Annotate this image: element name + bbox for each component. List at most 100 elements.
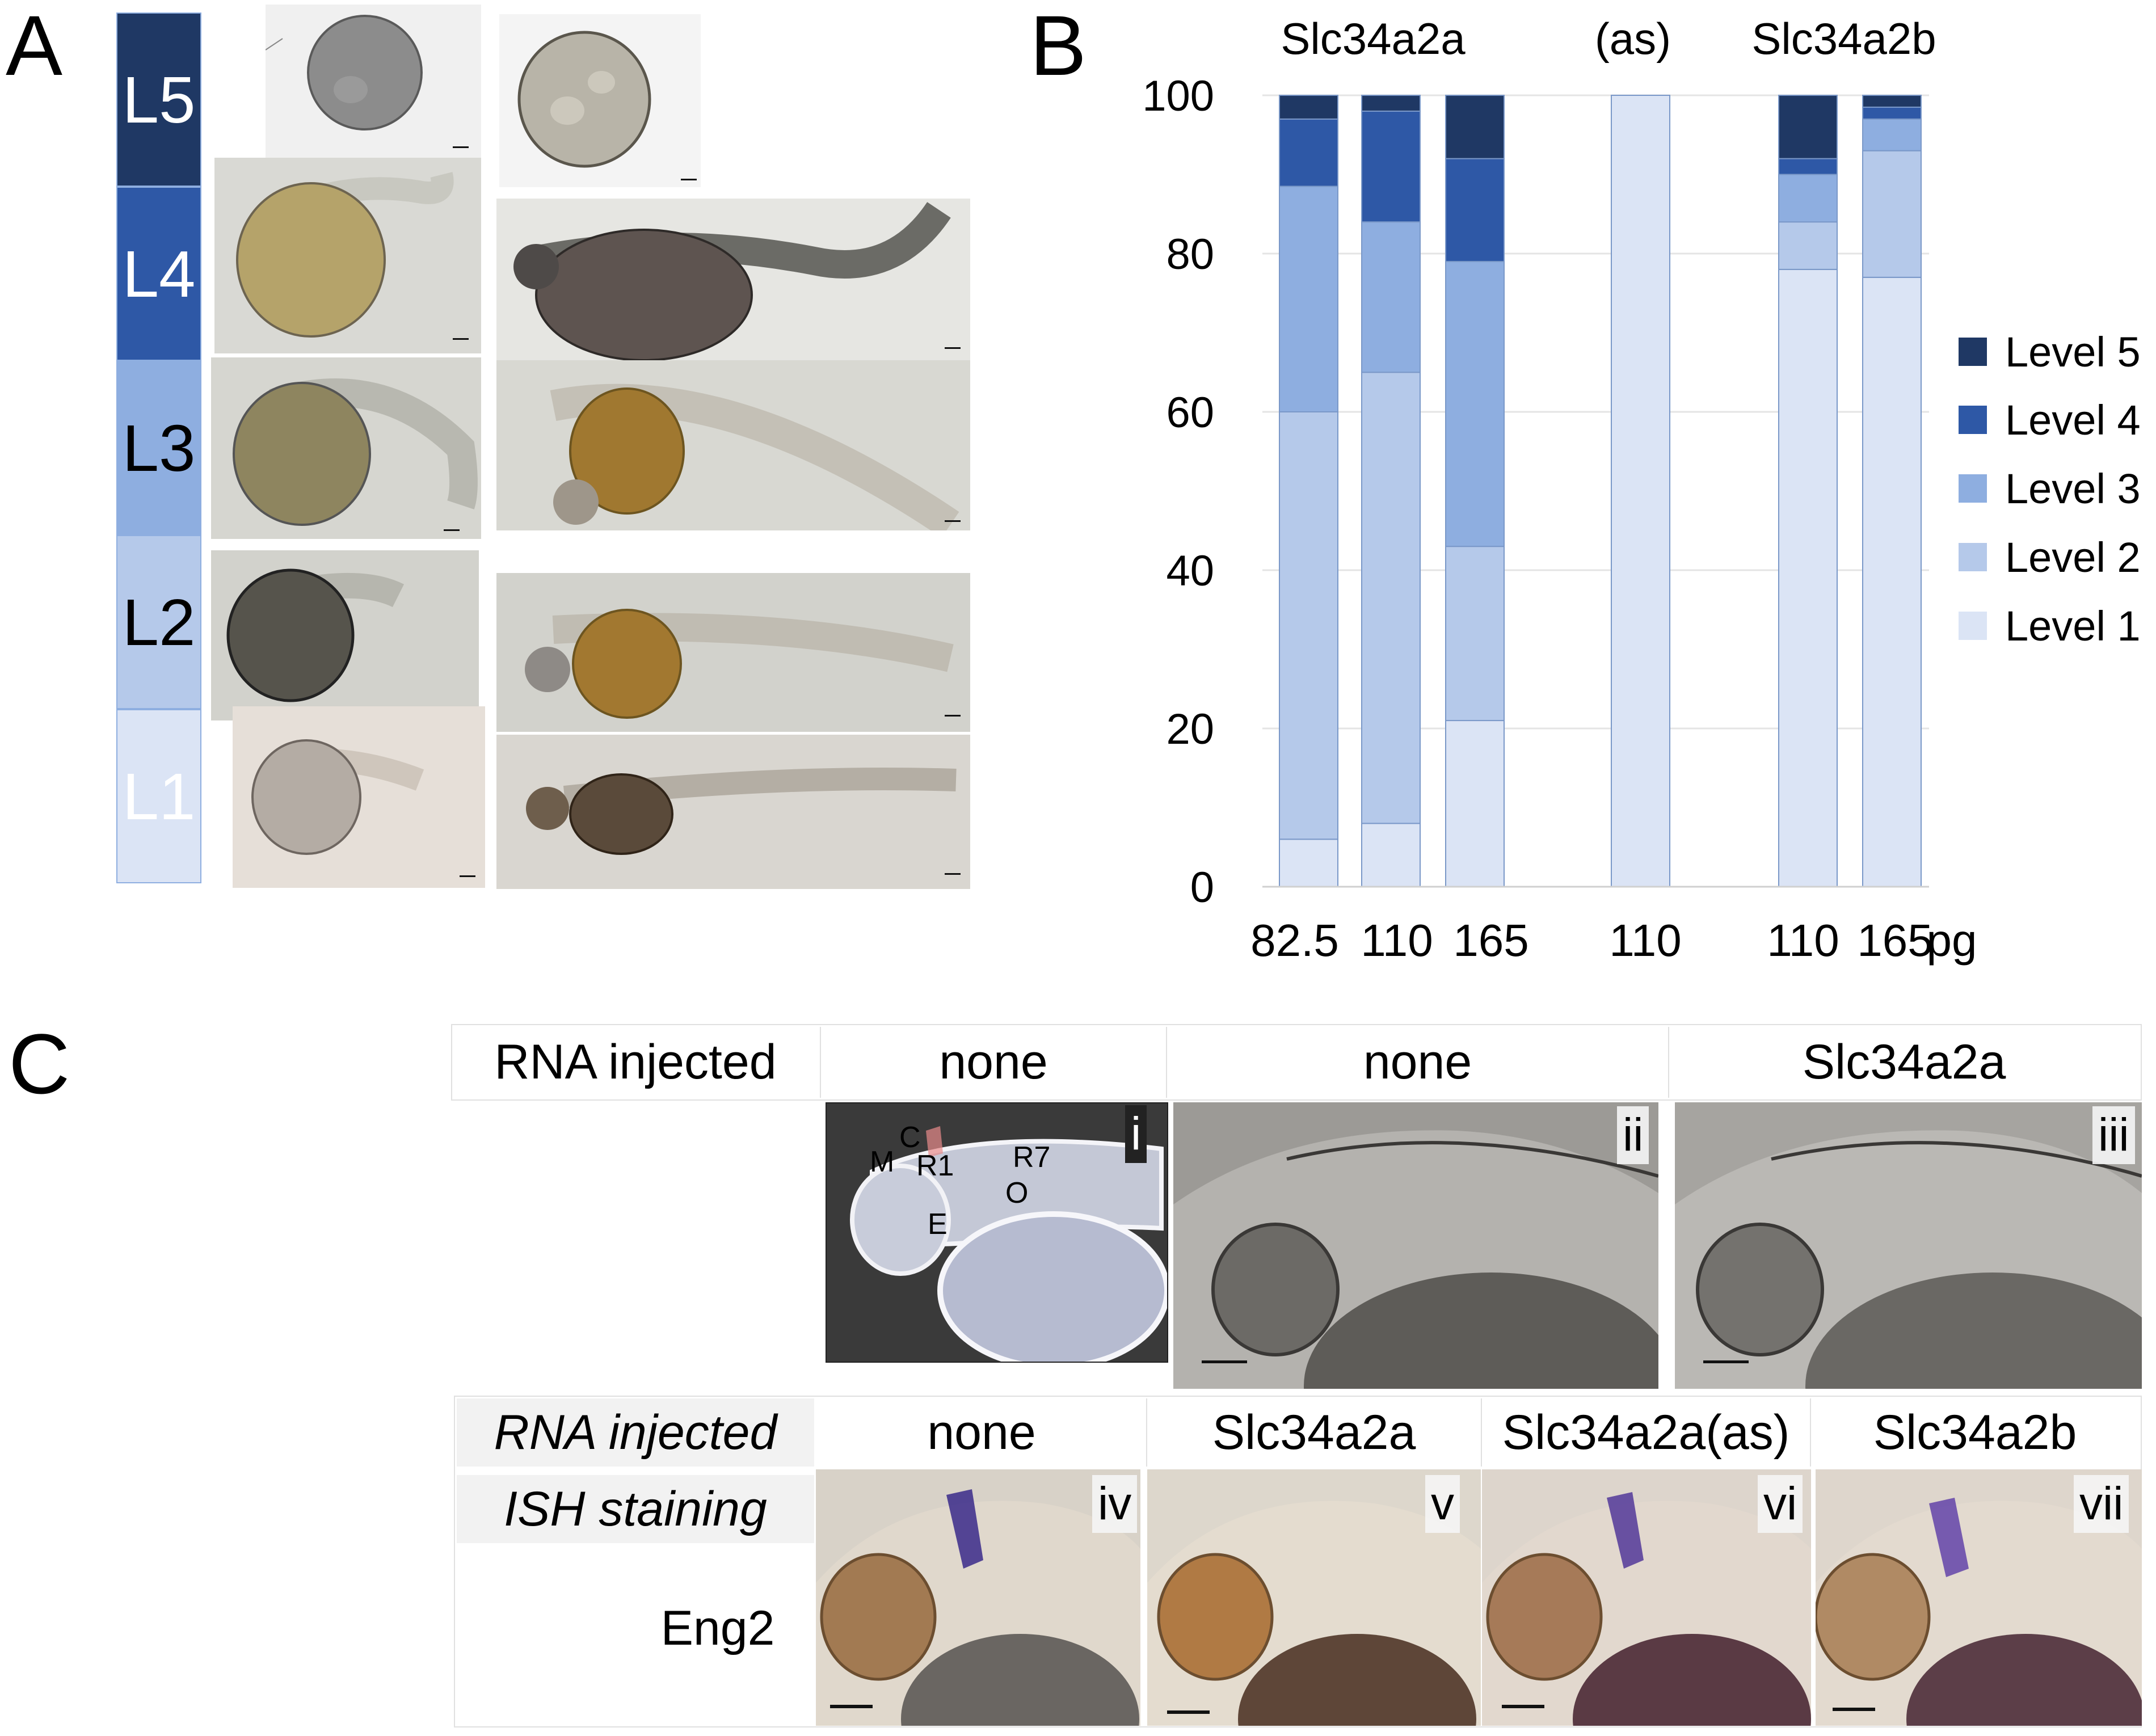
x-tick-label: 82.5 [1250, 915, 1339, 966]
bar-segment [1778, 174, 1838, 223]
y-tick-label: 40 [1166, 547, 1214, 595]
legend-swatch [1959, 406, 1987, 434]
top-col-header-iii: Slc34a2a [1668, 1027, 2139, 1098]
ish-photo-iv [816, 1469, 1140, 1726]
level-box-l1: L1 [116, 709, 201, 883]
chart-bars [1279, 95, 1922, 888]
region-label-c: C [899, 1121, 921, 1154]
level-label-l4: L4 [122, 237, 196, 311]
region-label-m: M [870, 1145, 895, 1178]
ish-photo-vii [1816, 1469, 2142, 1726]
schematic-image-i [826, 1102, 1168, 1363]
panel-b-letter: B [1030, 0, 1087, 93]
panel-c-letter: C [9, 1016, 70, 1111]
level-label-l5: L5 [122, 62, 196, 137]
y-tick-label: 60 [1166, 389, 1214, 437]
level-box-l5: L5 [116, 12, 201, 187]
bar-segment [1611, 95, 1670, 887]
legend-item-level-4: Level 4 [1959, 397, 2141, 444]
legend-label: Level 5 [2005, 328, 2141, 376]
bar-segment [1862, 106, 1922, 120]
level-label-l1: L1 [122, 759, 196, 833]
bar-segment [1862, 150, 1922, 278]
bar-segment [1361, 823, 1421, 888]
embryo-photo-l1-left [233, 706, 485, 888]
group-labels: Slc34a2a (as) Slc34a2b [1281, 14, 1936, 64]
top-col-header-i: none [820, 1027, 1166, 1098]
region-label-r7: R7 [1013, 1141, 1051, 1174]
level-box-l3: L3 [116, 361, 201, 535]
x-tick-label: 110 [1767, 915, 1839, 966]
bar-segment [1778, 158, 1838, 175]
embryo-photo-l4-left [214, 158, 481, 353]
region-label-e: E [928, 1208, 948, 1241]
level-label-l2: L2 [122, 585, 196, 659]
bottom-col-header-v: Slc34a2a [1146, 1398, 1481, 1467]
y-tick-label: 0 [1190, 863, 1214, 912]
y-tick-label: 80 [1166, 230, 1214, 279]
x-unit-label: pg [1927, 915, 1977, 966]
embryo-photo-l3-right [496, 360, 970, 530]
x-tick-label: 110 [1609, 915, 1682, 966]
x-tick-label: 165 [1857, 915, 1932, 966]
roman-label-v: v [1425, 1475, 1460, 1533]
bar-segment [1445, 546, 1505, 722]
embryo-photo-l2-left [211, 550, 479, 720]
bar-segment [1778, 95, 1838, 159]
legend-swatch [1959, 543, 1987, 571]
bar-segment [1361, 95, 1421, 112]
top-row-label: RNA injected [494, 1035, 777, 1089]
panel-a-letter: A [6, 0, 63, 93]
bar-segment [1862, 276, 1922, 888]
level-box-l4: L4 [116, 187, 201, 361]
bar-segment [1862, 118, 1922, 151]
embryo-photo-ii [1173, 1102, 1658, 1389]
group-label: (as) [1595, 14, 1671, 64]
roman-label-iv: iv [1092, 1475, 1138, 1533]
roman-label-vii: vii [2074, 1475, 2129, 1533]
legend-label: Level 3 [2005, 465, 2141, 512]
y-tick-label: 20 [1166, 705, 1214, 753]
x-tick-label: 165 [1453, 915, 1528, 966]
legend-swatch [1959, 338, 1987, 366]
bar-segment [1361, 221, 1421, 373]
level-box-l2: L2 [116, 535, 201, 709]
bottom-col-header-iv: none [927, 1405, 1036, 1460]
roman-label-iii: iii [2092, 1106, 2135, 1164]
roman-label-vi: vi [1758, 1475, 1803, 1533]
bar-segment [1445, 95, 1505, 159]
bar-segment [1279, 186, 1338, 412]
gene-label-eng2: Eng2 [660, 1600, 775, 1655]
roman-label-ii: ii [1617, 1106, 1649, 1164]
embryo-photo-l5-right [499, 14, 701, 187]
top-col-header-ii: none [1166, 1027, 1668, 1098]
bar-segment [1445, 720, 1505, 888]
y-tick-label: 100 [1142, 72, 1214, 120]
legend-label: Level 1 [2005, 602, 2141, 650]
bar-segment [1279, 95, 1338, 120]
embryo-photo-l2-right [496, 573, 970, 732]
legend-item-level-2: Level 2 [1959, 534, 2141, 581]
region-label-r1: R1 [916, 1149, 954, 1182]
group-label: Slc34a2b [1751, 14, 1936, 64]
bar-segment [1279, 118, 1338, 187]
embryo-photo-iii [1675, 1102, 2142, 1389]
embryo-photo-l5-left [266, 5, 481, 158]
legend-item-level-5: Level 5 [1959, 328, 2141, 376]
embryo-photo-l4-right [496, 199, 970, 363]
legend-swatch [1959, 474, 1987, 503]
x-tick-label: 110 [1361, 915, 1433, 966]
bottom-row-label-ish: ISH staining [457, 1475, 814, 1543]
region-label-o: O [1005, 1177, 1029, 1210]
bar-segment [1279, 838, 1338, 888]
embryo-photo-l1-right [496, 735, 970, 889]
bottom-row-label-rna: RNA injected [457, 1398, 814, 1467]
bar-segment [1279, 411, 1338, 840]
bottom-col-header-vii: Slc34a2b [1810, 1398, 2139, 1467]
bar-segment [1361, 110, 1421, 223]
group-label: Slc34a2a [1281, 14, 1466, 64]
bar-segment [1778, 268, 1838, 887]
y-axis-ticks: 0 20 40 60 80 100 [1142, 72, 1214, 912]
